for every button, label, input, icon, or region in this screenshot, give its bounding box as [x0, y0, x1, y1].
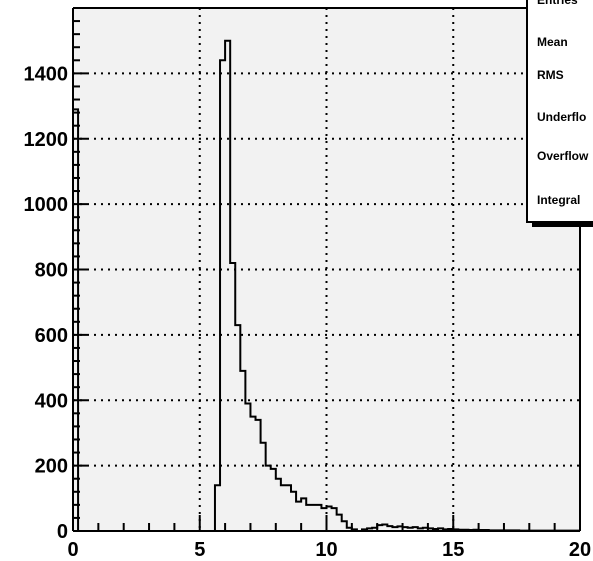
y-tick-label: 400 [35, 390, 68, 412]
stats-label-rms: RMS [537, 68, 564, 82]
x-tick-label: 10 [315, 539, 337, 561]
stats-label-mean: Mean [537, 35, 568, 49]
stats-box: Entries Mean RMS Underflo Overflow Integral [526, 0, 593, 227]
y-tick-label: 1000 [24, 194, 69, 216]
stats-label-overflow: Overflow [537, 149, 589, 163]
stats-label-underflo: Underflo [537, 110, 586, 124]
stats-label-integral: Integral [537, 193, 580, 207]
y-tick-label: 0 [57, 521, 68, 543]
stats-label-entries: Entries [537, 0, 578, 7]
y-tick-labels: 0 200 400 600 800 1000 1200 1400 [24, 63, 69, 543]
y-tick-label: 1200 [24, 129, 69, 151]
y-tick-label: 1400 [24, 63, 69, 85]
tick-marks [72, 7, 581, 532]
stats-box-panel [526, 0, 593, 223]
x-tick-label: 0 [67, 539, 78, 561]
grid-lines [73, 8, 580, 531]
x-tick-label: 5 [194, 539, 205, 561]
x-tick-label: 15 [442, 539, 464, 561]
y-tick-label: 800 [35, 260, 68, 282]
x-tick-label: 20 [569, 539, 591, 561]
y-tick-label: 200 [35, 456, 68, 478]
y-tick-label: 600 [35, 325, 68, 347]
x-tick-labels: 0 5 10 15 20 [67, 539, 591, 561]
